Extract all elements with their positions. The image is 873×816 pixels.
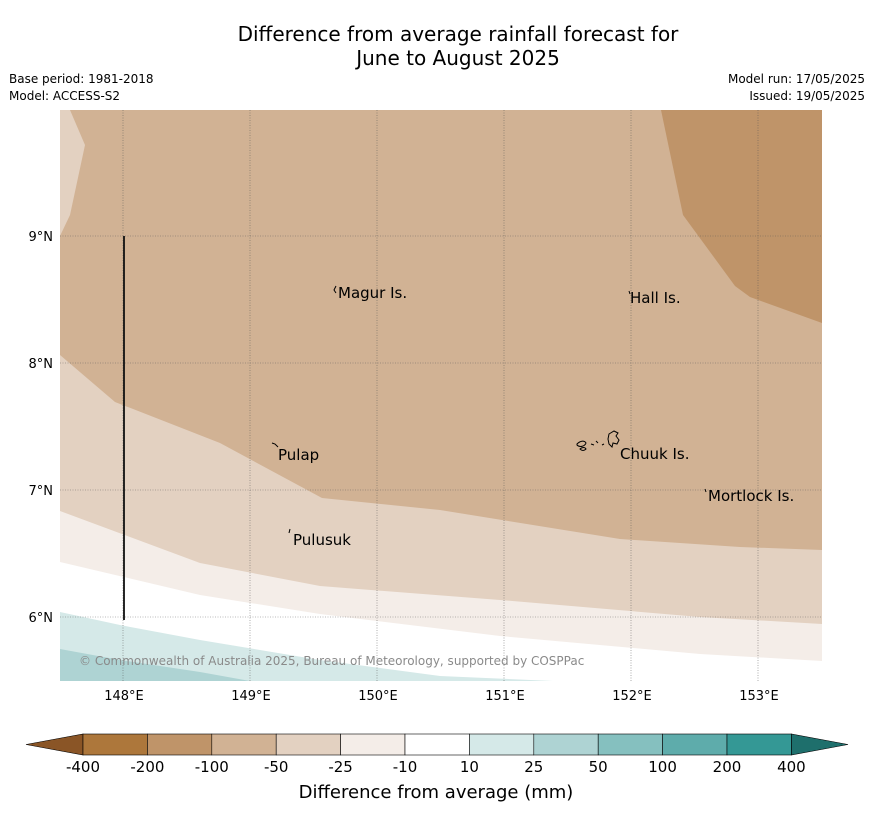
base-period: Base period: 1981-2018 [9,72,154,86]
colorbar-label: 100 [648,758,677,776]
colorbar-label: 200 [713,758,742,776]
meta-left: Base period: 1981-2018 Model: ACCESS-S2 [9,71,154,105]
title-line-2: June to August 2025 [356,46,560,70]
island-pulap [271,442,279,448]
gridlines [60,110,822,681]
colorbar-label: 400 [777,758,806,776]
lat-label-8n: 8°N [29,357,54,372]
lon-label-151e: 151°E [485,689,525,704]
copyright-notice: © Commonwealth of Australia 2025, Bureau… [79,654,584,668]
island-pulusuk [288,528,291,534]
colorbar: -400 -200 -100 -50 -25 -10 10 25 50 100 200 400 [25,733,849,776]
colorbar-segment [211,733,277,756]
colorbar-segment [340,733,406,756]
longitude-labels: 148°E 149°E 150°E 151°E 152°E 153°E [104,689,779,704]
colorbar-extend-low [25,733,84,756]
band-plus-10 [60,612,553,681]
place-label-chuuk: Chuuk Is. [620,445,689,463]
place-label-pulap: Pulap [278,446,319,464]
model-run: Model run: 17/05/2025 [727,72,865,86]
colorbar-label: -400 [66,758,100,776]
colorbar-title: Difference from average (mm) [299,782,574,803]
colorbar-segment [533,733,599,756]
lat-label-6n: 6°N [29,611,54,626]
colorbar-segment [469,733,535,756]
island-mortlock [704,488,707,493]
island-magur [333,285,337,294]
colorbar-label: 50 [589,758,608,776]
colorbar-label: -200 [130,758,164,776]
lon-label-150e: 150°E [358,689,398,704]
band-minus-100 [60,110,822,550]
colorbar-segment [662,733,728,756]
colorbar-segment [726,733,792,756]
colorbar-label: 25 [524,758,543,776]
island-chuuk-2 [579,447,587,451]
colorbar-label: 10 [460,758,479,776]
latitude-labels: 9°N 8°N 7°N 6°N [29,230,54,626]
map-title: Difference from average rainfall forecas… [0,22,873,70]
band-plus-25 [60,649,250,681]
place-label-hall: Hall Is. [630,289,681,307]
colorbar-label: -50 [264,758,289,776]
island-chuuk-3 [590,440,605,446]
lat-label-9n: 9°N [29,230,54,245]
lon-label-148e: 148°E [104,689,144,704]
colorbar-segment [597,733,663,756]
meta-right: Model run: 17/05/2025 Issued: 19/05/2025 [728,71,865,105]
colorbar-label: -10 [393,758,418,776]
colorbar-label: -100 [195,758,229,776]
lon-label-149e: 149°E [231,689,271,704]
colorbar-segment [404,733,470,756]
colorbar-segment [275,733,341,756]
model-name: Model: ACCESS-S2 [9,89,121,103]
island-outlines [271,285,707,534]
lon-label-153e: 153°E [739,689,779,704]
title-line-1: Difference from average rainfall forecas… [237,22,679,46]
issued-date: Issued: 19/05/2025 [749,89,865,103]
island-chuuk-1 [576,440,587,447]
colorbar-segment [82,733,148,756]
map-area: Magur Is. Hall Is. Pulap Chuuk Is. Mortl… [60,110,822,681]
island-hall [628,290,631,295]
place-label-pulusuk: Pulusuk [293,531,351,549]
lat-label-7n: 7°N [29,484,54,499]
island-chuuk-4 [607,430,620,448]
band-minus-200 [661,110,822,323]
place-label-magur: Magur Is. [338,284,407,302]
place-label-mortlock: Mortlock Is. [708,487,794,505]
lon-label-152e: 152°E [612,689,652,704]
colorbar-label: -25 [328,758,353,776]
colorbar-segment [147,733,213,756]
colorbar-extend-high [791,733,849,756]
